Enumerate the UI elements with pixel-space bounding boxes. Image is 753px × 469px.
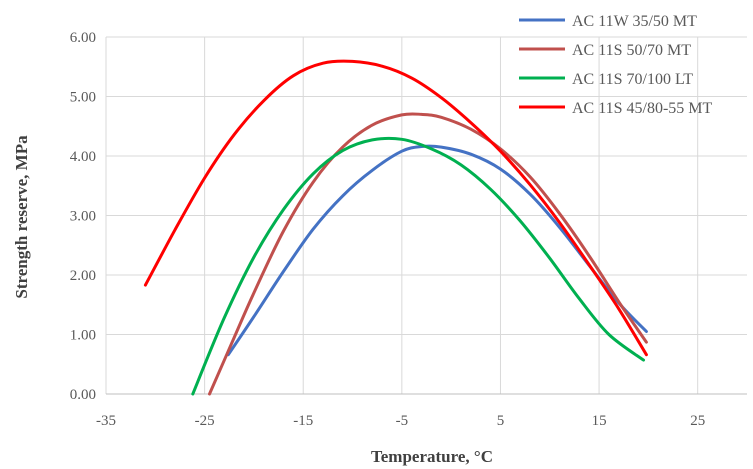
series-line-ac-11s-45-80-55-mt xyxy=(143,59,648,357)
series-lines xyxy=(143,59,648,396)
y-tick-label: 0.00 xyxy=(70,387,96,403)
x-axis-title: Temperature, °C xyxy=(371,447,493,466)
tick-labels: 0.00 1.00 2.00 3.00 4.00 5.00 6.00 -35 -25 -15 -5 5… xyxy=(70,30,705,429)
y-tick-label: 2.00 xyxy=(70,268,96,284)
x-tick-label: -5 xyxy=(396,413,409,429)
y-tick-label: 1.00 xyxy=(70,328,96,344)
y-axis-title: Strength reserve, MPa xyxy=(12,135,31,299)
y-tick-label: 4.00 xyxy=(70,149,96,165)
x-tick-label: 5 xyxy=(497,413,505,429)
y-tick-label: 3.00 xyxy=(70,209,96,225)
grid xyxy=(105,36,747,394)
x-tick-label: -35 xyxy=(96,413,116,429)
x-tick-label: -25 xyxy=(195,413,215,429)
x-tick-label: -15 xyxy=(293,413,313,429)
legend: AC 11W 35/50 MT AC 11S 50/70 MT AC 11S 70/… xyxy=(519,13,713,117)
legend-label-ac-11s-50-70-mt: AC 11S 50/70 MT xyxy=(572,42,691,59)
y-tick-label: 5.00 xyxy=(70,90,96,106)
series-line-ac-11s-50-70-mt xyxy=(208,112,648,396)
series-line-ac-11s-70-100-lt xyxy=(191,136,645,396)
legend-label-ac-11s-70-100-lt: AC 11S 70/100 LT xyxy=(572,71,693,88)
legend-label-ac-11w-35-50-mt: AC 11W 35/50 MT xyxy=(572,13,697,30)
x-tick-label: 25 xyxy=(690,413,705,429)
y-tick-label: 6.00 xyxy=(70,30,96,46)
legend-label-ac-11s-45-80-55-mt: AC 11S 45/80-55 MT xyxy=(572,100,713,117)
x-tick-label: 15 xyxy=(592,413,607,429)
series-line-ac-11w-35-50-mt xyxy=(226,144,648,357)
